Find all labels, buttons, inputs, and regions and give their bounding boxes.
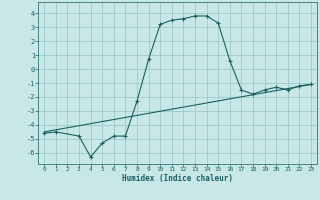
X-axis label: Humidex (Indice chaleur): Humidex (Indice chaleur) (122, 174, 233, 183)
